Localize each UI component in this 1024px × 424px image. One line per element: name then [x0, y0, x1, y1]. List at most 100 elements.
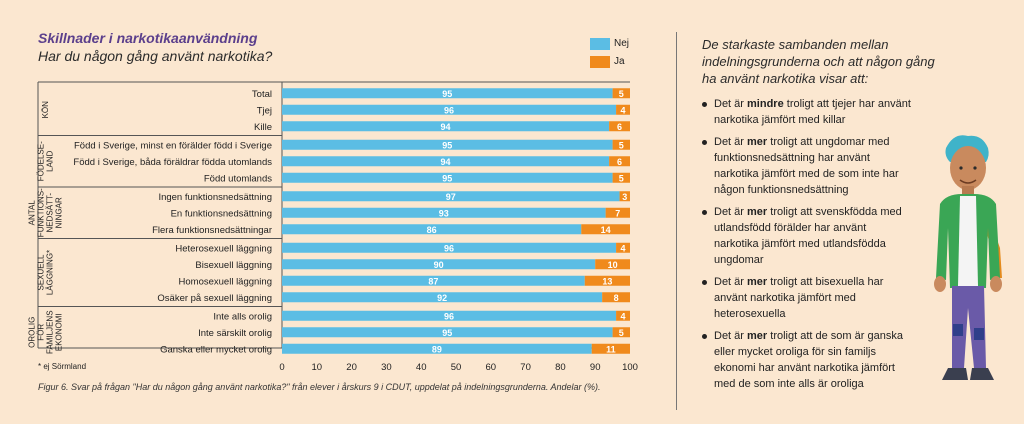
- data-label-nej: 95: [442, 328, 452, 338]
- category-label: En funktionsnedsättning: [171, 208, 272, 219]
- bar-nej: [282, 343, 592, 354]
- group-label-line: FÖR: [37, 324, 46, 341]
- category-label: Total: [252, 89, 272, 100]
- data-label-ja: 8: [614, 293, 619, 303]
- category-label: Född utomlands: [204, 173, 272, 184]
- group-label-line: OROLIG: [28, 317, 37, 348]
- data-label-nej: 97: [446, 192, 456, 202]
- category-label: Kille: [254, 122, 272, 133]
- category-label: Född i Sverige, minst en förälder född i…: [74, 140, 272, 151]
- bar-ja: [619, 191, 630, 202]
- summary-bullet: Det är mer troligt att de som är ganska …: [702, 328, 912, 392]
- vertical-divider: [676, 32, 677, 410]
- category-label: Tjej: [257, 105, 272, 116]
- legend-label-nej: Nej: [614, 38, 630, 49]
- x-tick-label: 60: [486, 362, 497, 373]
- summary-bullet: Det är mer troligt att ungdomar med funk…: [702, 134, 912, 198]
- bar-nej: [282, 327, 613, 338]
- x-tick-label: 80: [555, 362, 566, 373]
- group-label: KÖN: [41, 101, 50, 119]
- bar-ja: [616, 104, 630, 115]
- group-label: OROLIGFÖRFAMILJENSEKONOMI: [28, 310, 64, 354]
- data-label-ja: 5: [619, 89, 624, 99]
- category-label: Inte särskilt orolig: [198, 328, 272, 339]
- data-label-ja: 4: [621, 243, 626, 253]
- category-label: Heterosexuell läggning: [175, 243, 272, 254]
- data-label-ja: 5: [619, 140, 624, 150]
- legend-swatch-nej: [590, 38, 610, 50]
- group-label-line: KÖN: [41, 101, 50, 119]
- data-label-nej: 94: [441, 157, 451, 167]
- x-tick-label: 100: [622, 362, 638, 373]
- data-label-nej: 93: [439, 208, 449, 218]
- bar-ja: [602, 292, 630, 303]
- summary-bullet: Det är mindre troligt att tjejer har anv…: [702, 96, 912, 128]
- legend-swatch-ja: [590, 56, 610, 68]
- data-label-nej: 96: [444, 105, 454, 115]
- group-label-line: NINGAR: [55, 197, 64, 228]
- data-label-nej: 96: [444, 243, 454, 253]
- data-label-nej: 95: [442, 89, 452, 99]
- footnote: * ej Sörmland: [38, 362, 87, 371]
- bar-nej: [282, 172, 613, 183]
- x-tick-label: 90: [590, 362, 601, 373]
- x-tick-label: 10: [312, 362, 323, 373]
- bar-nej: [282, 224, 582, 235]
- data-label-ja: 4: [621, 311, 626, 321]
- group-label-line: FAMILJENS: [46, 310, 55, 354]
- data-label-nej: 95: [442, 140, 452, 150]
- person-illustration: [934, 135, 1002, 380]
- category-label: Född i Sverige, båda föräldrar födda uto…: [73, 157, 272, 168]
- category-label: Bisexuell läggning: [195, 260, 272, 271]
- group-label-line: FUNKTIONS-: [37, 188, 46, 237]
- bar-ja: [612, 139, 630, 150]
- group-label-line: LÄGGNING*: [46, 250, 55, 295]
- data-label-ja: 6: [617, 122, 622, 132]
- chart-subtitle: Har du någon gång använt narkotika?: [38, 48, 273, 64]
- category-label: Homosexuell läggning: [179, 276, 272, 287]
- chart-title: Skillnader i narkotikaanvändning: [38, 30, 258, 46]
- bar-nej: [282, 292, 603, 303]
- category-label: Osäker på sexuell läggning: [157, 293, 272, 304]
- data-label-nej: 90: [434, 260, 444, 270]
- summary-bullet: Det är mer troligt att svenskfödda med u…: [702, 204, 912, 268]
- data-label-ja: 5: [619, 328, 624, 338]
- data-label-nej: 96: [444, 311, 454, 321]
- group-label-line: LAND: [46, 150, 55, 172]
- category-label: Ganska eller mycket orolig: [160, 344, 272, 355]
- bar-ja: [616, 242, 630, 253]
- bar-nej: [282, 259, 596, 270]
- data-label-ja: 5: [619, 173, 624, 183]
- group-label-line: FÖDELSE-: [37, 141, 46, 181]
- data-label-nej: 94: [441, 122, 451, 132]
- data-label-ja: 14: [601, 225, 611, 235]
- bar-ja: [581, 224, 630, 235]
- legend-label-ja: Ja: [614, 56, 625, 67]
- bar-nej: [282, 88, 613, 99]
- data-label-ja: 3: [622, 192, 627, 202]
- bar-nej: [282, 310, 617, 321]
- bar-ja: [616, 310, 630, 321]
- x-tick-label: 70: [520, 362, 531, 373]
- data-label-nej: 92: [437, 293, 447, 303]
- data-label-nej: 86: [427, 225, 437, 235]
- data-label-nej: 89: [432, 344, 442, 354]
- group-label: ANTALFUNKTIONS-NEDSÄTT-NINGAR: [28, 188, 64, 237]
- group-label-line: ANTAL: [28, 200, 37, 226]
- bar-ja: [612, 172, 630, 183]
- group-label-line: SEXUELL: [37, 254, 46, 291]
- data-label-ja: 6: [617, 157, 622, 167]
- summary-intro: De starkaste sambanden mellan indelnings…: [702, 37, 935, 86]
- group-label-line: NEDSÄTT-: [46, 193, 55, 233]
- data-label-ja: 11: [606, 344, 616, 354]
- data-label-ja: 7: [615, 208, 620, 218]
- group-label-line: EKONOMI: [55, 313, 64, 351]
- data-label-ja: 10: [608, 260, 618, 270]
- bar-nej: [282, 191, 620, 202]
- data-label-ja: 13: [602, 276, 612, 286]
- bar-nej: [282, 104, 617, 115]
- summary-bullet: Det är mer troligt att bisexuella har an…: [702, 274, 912, 322]
- x-tick-label: 20: [346, 362, 357, 373]
- figure-caption: Figur 6. Svar på frågan "Har du någon gå…: [38, 382, 601, 392]
- stacked-bar-chart: Total 95 5 Tjej 96 4 Kille 94 6 KÖN Född i Sverige…: [28, 81, 638, 373]
